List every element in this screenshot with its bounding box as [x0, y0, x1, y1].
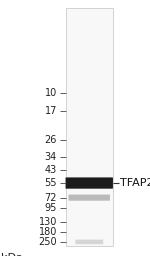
FancyBboxPatch shape [66, 177, 113, 189]
Text: TFAP2A: TFAP2A [120, 178, 150, 188]
Text: 130: 130 [39, 217, 57, 227]
Text: 180: 180 [39, 227, 57, 237]
Text: 34: 34 [45, 152, 57, 163]
FancyBboxPatch shape [75, 240, 103, 244]
Text: 43: 43 [45, 165, 57, 175]
Text: 55: 55 [45, 178, 57, 188]
Text: 26: 26 [45, 134, 57, 145]
Text: 17: 17 [45, 106, 57, 116]
Text: 72: 72 [45, 193, 57, 203]
Text: 95: 95 [45, 203, 57, 213]
Bar [66, 8, 112, 246]
Text: 250: 250 [38, 237, 57, 247]
Text: kDa: kDa [2, 253, 23, 256]
FancyBboxPatch shape [69, 195, 110, 201]
Text: 10: 10 [45, 88, 57, 99]
